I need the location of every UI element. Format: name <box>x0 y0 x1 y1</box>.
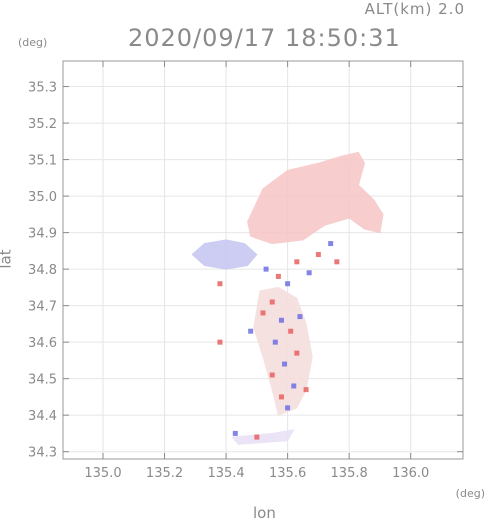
x-tick-label-0: 135.0 <box>84 466 121 481</box>
x-tick-label-3: 135.6 <box>269 466 306 481</box>
data-cell-20 <box>248 328 254 334</box>
data-cell-19 <box>285 405 291 411</box>
x-axis-unit: (deg) <box>455 487 485 500</box>
y-tick-label-3: 34.6 <box>28 336 57 351</box>
data-cell-16 <box>291 383 297 389</box>
chart-title-timestamp: 2020/09/17 18:50:31 <box>128 24 401 52</box>
region-western-blue-echo <box>191 239 258 270</box>
data-cell-0 <box>217 281 223 287</box>
data-cell-23 <box>297 314 303 320</box>
y-tick-label-5: 34.8 <box>28 263 57 278</box>
y-tick-label-0: 34.3 <box>28 446 57 461</box>
data-cell-25 <box>254 434 260 440</box>
data-cell-2 <box>275 273 281 279</box>
y-tick-label-2: 34.5 <box>28 373 57 388</box>
y-tick-label-1: 34.4 <box>28 409 57 424</box>
y-tick-label-6: 34.9 <box>28 227 57 242</box>
data-cell-14 <box>282 361 288 367</box>
y-tick-label-7: 35.0 <box>28 190 57 205</box>
data-cell-21 <box>217 339 223 345</box>
region-southern-speckle <box>231 429 295 445</box>
data-cell-3 <box>285 281 291 287</box>
data-cell-22 <box>260 310 266 316</box>
y-tick-label-9: 35.2 <box>28 117 57 132</box>
x-tick-label-5: 136.0 <box>392 466 429 481</box>
y-tick-label-8: 35.1 <box>28 154 57 169</box>
altitude-label: ALT(km) 2.0 <box>364 0 465 18</box>
x-tick-label-4: 135.8 <box>331 466 368 481</box>
plot-frame <box>62 60 464 460</box>
data-cell-10 <box>278 317 284 323</box>
data-cell-1 <box>263 266 269 272</box>
y-axis-unit: (deg) <box>18 36 48 49</box>
data-cell-9 <box>269 299 275 305</box>
data-cell-11 <box>288 328 294 334</box>
data-cell-15 <box>269 372 275 378</box>
region-northern-pink-echo <box>247 151 384 245</box>
data-cell-13 <box>294 350 300 356</box>
data-cell-5 <box>306 270 312 276</box>
x-axis-label: lon <box>253 504 276 522</box>
data-cell-6 <box>315 252 321 258</box>
y-tick-label-10: 35.3 <box>28 81 57 96</box>
data-cell-18 <box>303 387 309 393</box>
data-cell-8 <box>334 259 340 265</box>
x-tick-label-2: 135.4 <box>207 466 244 481</box>
data-cell-24 <box>232 430 238 436</box>
data-cell-4 <box>294 259 300 265</box>
data-cell-12 <box>272 339 278 345</box>
data-cell-17 <box>278 394 284 400</box>
region-southern-mixed-echo <box>253 286 313 416</box>
data-cell-7 <box>328 241 334 247</box>
y-tick-label-4: 34.7 <box>28 300 57 315</box>
x-tick-label-1: 135.2 <box>146 466 183 481</box>
